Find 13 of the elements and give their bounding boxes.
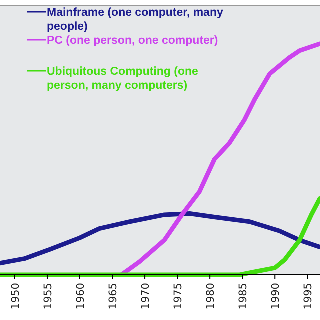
legend-label: Ubiquitous Computing (one person, many computers) — [47, 66, 198, 92]
x-tick-label: 1980 — [205, 283, 218, 310]
x-tick-label: 1985 — [238, 283, 250, 310]
x-tick-label: 1975 — [172, 283, 185, 310]
x-tick-label: 1955 — [42, 283, 54, 310]
x-tick-label: 1970 — [140, 283, 152, 310]
legend-label: PC (one person, one computer) — [47, 35, 218, 47]
x-tick-label: 1965 — [108, 283, 120, 310]
x-tick-label: 1950 — [10, 283, 22, 310]
x-tick-label: 1995 — [302, 283, 315, 310]
x-tick-label: 1960 — [75, 283, 87, 310]
legend-label: Mainframe (one computer, many people) — [47, 7, 224, 33]
x-tick-label: 1990 — [270, 283, 282, 310]
